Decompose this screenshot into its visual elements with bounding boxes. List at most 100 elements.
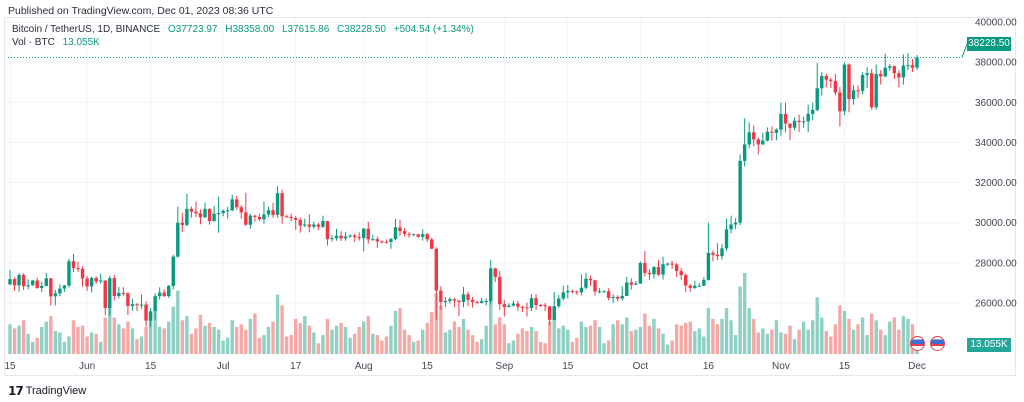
candle-body[interactable] [420,234,425,237]
candle-body[interactable] [153,296,157,312]
candle-body[interactable] [879,73,883,77]
candle-body[interactable] [883,67,887,77]
candle-body[interactable] [348,235,352,237]
candle-body[interactable] [162,292,166,297]
candle-body[interactable] [838,92,842,112]
candle-body[interactable] [910,65,915,68]
candle-body[interactable] [448,299,452,301]
candle-body[interactable] [284,216,289,218]
candle-body[interactable] [339,235,343,239]
candle-body[interactable] [85,278,89,287]
candle-body[interactable] [656,267,661,275]
candle-body[interactable] [461,294,466,302]
candle-body[interactable] [638,263,643,284]
candle-body[interactable] [724,229,729,249]
candle-body[interactable] [244,212,248,225]
candle-body[interactable] [570,290,575,292]
candle-body[interactable] [384,241,389,243]
candle-body[interactable] [58,288,62,294]
candle-body[interactable] [824,75,828,80]
candle-body[interactable] [253,215,257,217]
candle-body[interactable] [198,213,203,218]
candle-body[interactable] [674,264,679,272]
candle-body[interactable] [312,224,316,227]
candle-body[interactable] [652,267,656,275]
candle-body[interactable] [611,296,615,298]
candle-body[interactable] [334,235,339,239]
candle-body[interactable] [529,298,534,308]
candle-body[interactable] [325,221,330,240]
candle-body[interactable] [888,66,892,68]
candle-body[interactable] [901,65,906,78]
candle-body[interactable] [62,285,67,289]
candle-body[interactable] [788,123,792,128]
candle-body[interactable] [738,160,742,223]
candle-body[interactable] [30,280,35,286]
candle-body[interactable] [597,291,602,293]
candle-body[interactable] [393,227,398,240]
candle-body[interactable] [266,210,271,215]
candle-body[interactable] [185,208,189,225]
candle-body[interactable] [647,272,652,275]
candle-body[interactable] [756,139,760,145]
candle-body[interactable] [593,280,597,292]
candle-body[interactable] [380,241,384,243]
candle-body[interactable] [566,290,570,293]
candle-body[interactable] [643,263,647,273]
candle-body[interactable] [801,121,806,123]
candle-body[interactable] [742,144,747,161]
candle-body[interactable] [112,278,117,296]
candle-body[interactable] [493,268,497,277]
candle-body[interactable] [307,224,312,227]
candle-body[interactable] [697,285,702,287]
candle-body[interactable] [479,301,484,303]
candle-body[interactable] [280,193,284,217]
symbol-label[interactable]: Bitcoin / TetherUS, 1D, BINANCE [12,24,161,35]
candle-body[interactable] [747,132,751,145]
candle-body[interactable] [810,109,815,114]
candle-body[interactable] [538,304,543,306]
candle-body[interactable] [579,287,584,293]
candle-body[interactable] [842,64,847,112]
candle-body[interactable] [502,304,507,307]
candle-body[interactable] [634,283,638,285]
us-flag-event-icon[interactable] [930,336,945,351]
candle-body[interactable] [847,64,851,100]
candle-body[interactable] [8,279,12,285]
candle-body[interactable] [89,277,94,287]
candle-body[interactable] [779,113,783,130]
candle-body[interactable] [230,199,234,211]
candle-body[interactable] [829,79,833,82]
candle-body[interactable] [167,285,171,297]
candle-body[interactable] [897,73,901,78]
candle-body[interactable] [783,113,788,124]
candle-body[interactable] [860,74,865,91]
candle-body[interactable] [343,236,348,239]
candle-body[interactable] [375,239,380,242]
candle-body[interactable] [525,307,529,309]
candle-body[interactable] [625,282,629,296]
candle-body[interactable] [362,228,366,239]
candle-body[interactable] [575,291,579,293]
candle-body[interactable] [874,73,878,108]
candle-body[interactable] [661,264,665,275]
candle-body[interactable] [430,239,434,249]
candle-body[interactable] [588,278,593,281]
candle-body[interactable] [820,75,824,89]
candle-body[interactable] [706,252,711,280]
candle-body[interactable] [815,88,819,110]
candle-body[interactable] [552,306,556,320]
tradingview-logo-icon[interactable]: 𝟭𝟳 [8,384,24,398]
candle-body[interactable] [752,132,756,140]
candle-body[interactable] [248,215,253,225]
candle-body[interactable] [851,90,856,100]
candle-body[interactable] [915,57,919,68]
candle-body[interactable] [262,214,266,220]
candle-body[interactable] [715,254,720,257]
candle-body[interactable] [443,300,448,302]
candle-body[interactable] [774,129,779,133]
candle-body[interactable] [833,81,838,93]
candle-body[interactable] [416,234,420,237]
volume-label[interactable]: Vol · BTC [12,37,55,48]
candle-body[interactable] [130,304,135,306]
